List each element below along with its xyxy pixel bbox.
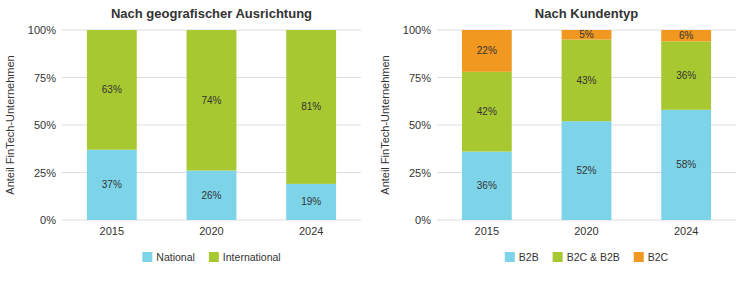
data-label: 37%: [102, 179, 122, 190]
y-axis-label: Anteil FinTech-Unternehmen: [379, 55, 391, 194]
y-tick-label: 50%: [409, 119, 431, 131]
bars: [87, 30, 336, 220]
data-label: 81%: [301, 101, 321, 112]
legend-swatch: [553, 252, 563, 262]
bar-segment: [661, 110, 711, 220]
x-tick-label: 2015: [475, 225, 499, 237]
x-tick-label: 2020: [199, 225, 223, 237]
data-label: 26%: [201, 190, 221, 201]
chart-panel: Nach geografischer Ausrichtung Anteil Fin…: [4, 6, 361, 263]
bar-segment: [562, 121, 612, 220]
data-label: 58%: [676, 159, 696, 170]
bar-segment: [562, 40, 612, 122]
x-tick-label: 2015: [100, 225, 124, 237]
legend-label: B2C & B2B: [567, 251, 620, 263]
data-label: 5%: [579, 29, 594, 40]
y-tick-label: 75%: [34, 72, 56, 84]
bar-segment: [462, 152, 512, 220]
bar-segment: [562, 30, 612, 40]
x-tick-label: 2024: [299, 225, 323, 237]
data-label: 36%: [676, 70, 696, 81]
bar-segment: [187, 171, 237, 220]
legend-item: B2C: [634, 251, 669, 263]
legend-item: B2B: [505, 251, 539, 263]
legend-label: B2C: [648, 251, 669, 263]
legend-item: International: [209, 251, 281, 263]
bar-segment: [462, 72, 512, 152]
legend-swatch: [142, 252, 152, 262]
bar-segment: [87, 150, 137, 220]
bar-segment: [286, 184, 336, 220]
data-label: 74%: [201, 95, 221, 106]
bar-segment: [286, 30, 336, 184]
y-tick-label: 50%: [34, 119, 56, 131]
legend-label: International: [223, 251, 281, 263]
data-label: 42%: [477, 106, 497, 117]
y-tick-label: 25%: [409, 167, 431, 179]
y-tick-label: 75%: [409, 72, 431, 84]
legend-swatch: [209, 252, 219, 262]
data-label: 19%: [301, 196, 321, 207]
legend-label: National: [156, 251, 195, 263]
bar-segment: [462, 30, 512, 72]
data-label: 22%: [477, 45, 497, 56]
legend-item: National: [142, 251, 195, 263]
bar-segment: [87, 30, 137, 150]
bar-segment: [187, 30, 237, 171]
legend-swatch: [505, 252, 515, 262]
y-axis-label: Anteil FinTech-Unternehmen: [4, 55, 16, 194]
legend-label: B2B: [519, 251, 539, 263]
x-tick-label: 2024: [674, 225, 698, 237]
y-tick-label: 0%: [415, 214, 431, 226]
data-label: 6%: [679, 30, 694, 41]
x-tick-label: 2020: [574, 225, 598, 237]
chart-title: Nach geografischer Ausrichtung: [111, 6, 312, 21]
bars: [462, 30, 711, 220]
legend: National International: [142, 251, 280, 263]
chart-panel: Nach Kundentyp Anteil FinTech-Unternehmen…: [379, 6, 736, 263]
y-tick-label: 100%: [403, 24, 431, 36]
y-tick-label: 100%: [28, 24, 56, 36]
data-label: 52%: [576, 165, 596, 176]
data-label: 43%: [576, 75, 596, 86]
legend: B2B B2C & B2B B2C: [505, 251, 669, 263]
y-tick-label: 0%: [40, 214, 56, 226]
data-label: 63%: [102, 84, 122, 95]
bar-segment: [661, 41, 711, 109]
legend-swatch: [634, 252, 644, 262]
chart-figure: Nach geografischer Ausrichtung Anteil Fin…: [0, 0, 750, 292]
data-label: 36%: [477, 180, 497, 191]
y-tick-label: 25%: [34, 167, 56, 179]
bar-segment: [661, 30, 711, 41]
chart-title: Nach Kundentyp: [535, 6, 638, 21]
legend-item: B2C & B2B: [553, 251, 620, 263]
